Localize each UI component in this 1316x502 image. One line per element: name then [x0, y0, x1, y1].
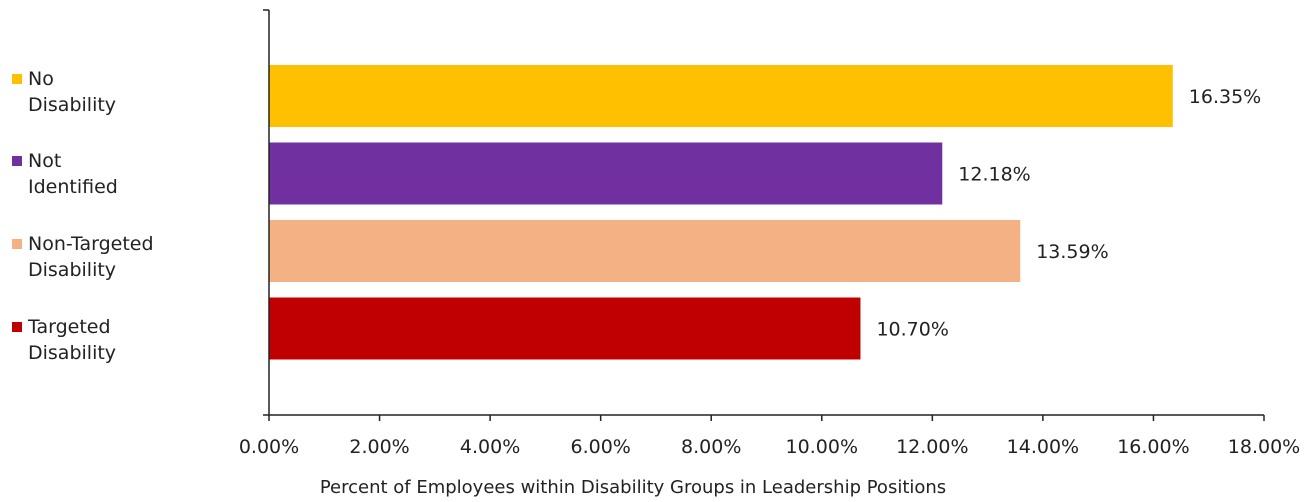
bar-non-targeted-disability [269, 220, 1021, 282]
x-axis-tick-label: 0.00% [239, 436, 299, 458]
x-axis-tick-label: 14.00% [1007, 436, 1079, 458]
legend-swatch [12, 239, 22, 249]
x-axis-tick-label: 12.00% [896, 436, 968, 458]
bar-no-disability [269, 65, 1173, 127]
legend-label: Targeted Disability [28, 316, 117, 364]
legend-label: No Disability [28, 68, 117, 116]
legend-label: Non-Targeted Disability [28, 233, 154, 281]
bar-not-identified [269, 142, 943, 205]
axes-group: 0.00% 2.00% 4.00% 6.00% 8.00% 10.00% 12.00% 14.… [239, 9, 1300, 458]
value-labels-group: 16.35% 12.18% 13.59% 10.70% [876, 86, 1261, 341]
legend-item: Non-Targeted Disability [12, 231, 154, 283]
x-axis-tick-label: 16.00% [1117, 436, 1189, 458]
legend-swatch [12, 74, 22, 84]
x-axis-tick-label: 4.00% [460, 436, 520, 458]
legend-swatch [12, 156, 22, 166]
x-axis-tick-label: 10.00% [786, 436, 858, 458]
x-axis-tick-label: 6.00% [570, 436, 630, 458]
legend-label: Not Identified [28, 150, 118, 198]
legend-item: No Disability [12, 66, 116, 118]
legend-item: Not Identified [12, 148, 118, 200]
legend-item: Targeted Disability [12, 314, 116, 366]
bar-value-label: 16.35% [1189, 86, 1261, 108]
legend-swatch [12, 322, 22, 332]
x-axis-tick-label: 18.00% [1228, 436, 1300, 458]
bars-group [269, 65, 1173, 360]
bar-value-label: 10.70% [876, 319, 948, 341]
bar-value-label: 13.59% [1036, 241, 1108, 263]
bar-targeted-disability [269, 297, 861, 360]
x-axis-tick-label: 8.00% [681, 436, 741, 458]
bar-value-label: 12.18% [958, 164, 1030, 186]
x-axis-tick-label: 2.00% [349, 436, 409, 458]
x-axis-title: Percent of Employees within Disability G… [320, 477, 946, 498]
